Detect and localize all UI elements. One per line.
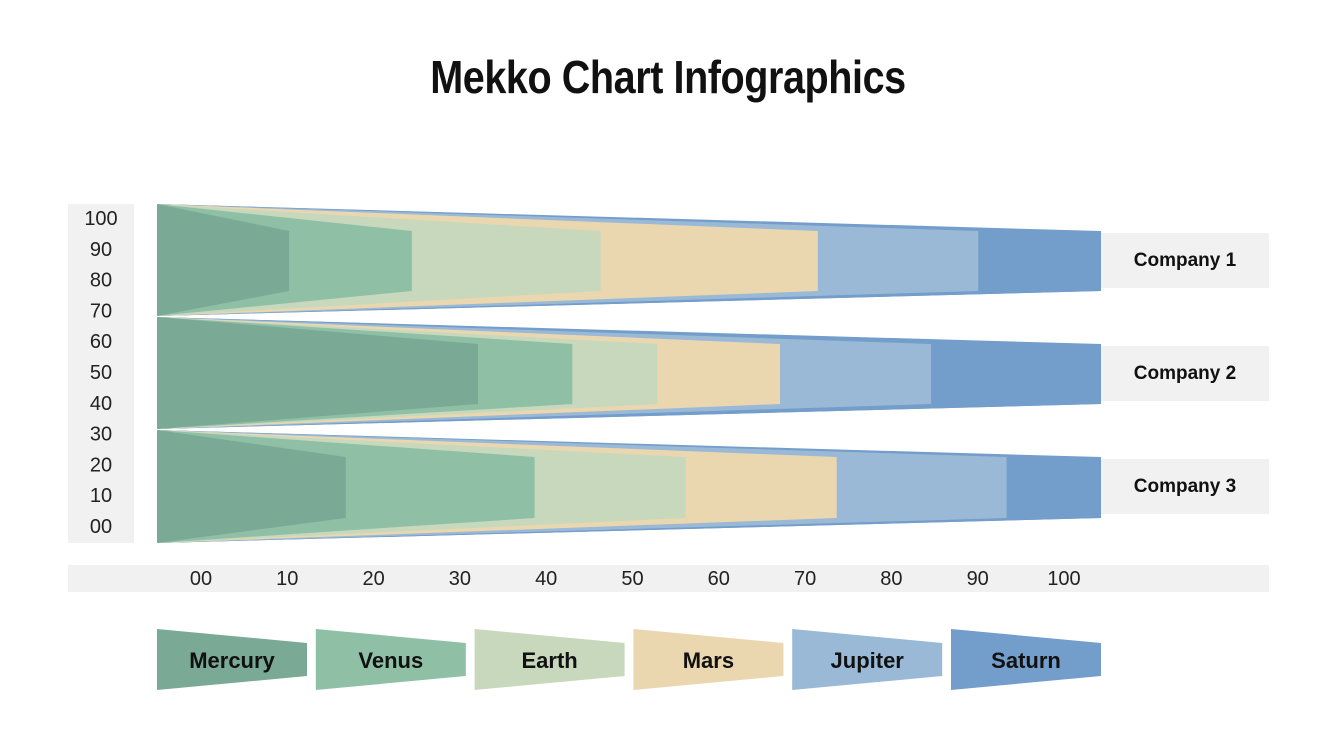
legend-swatch	[474, 629, 625, 690]
legend-item-mercury: Mercury	[157, 629, 307, 690]
x-tick-label: 50	[621, 568, 643, 590]
chart-title: Mekko Chart Infographics	[430, 51, 906, 103]
company-row-2: Company 2	[157, 317, 1269, 429]
legend-label: Venus	[358, 648, 423, 673]
y-tick-label: 30	[90, 424, 112, 446]
legend-item-earth: Earth	[474, 629, 625, 690]
company-label-box	[1101, 459, 1269, 514]
company-label-box	[1101, 233, 1269, 288]
y-axis-background	[68, 204, 134, 543]
y-tick-label: 100	[84, 208, 117, 230]
legend-swatch	[315, 629, 466, 690]
legend-swatch	[951, 629, 1101, 690]
y-tick-label: 60	[90, 331, 112, 353]
y-tick-label: 80	[90, 270, 112, 292]
legend-label: Earth	[521, 648, 577, 673]
x-tick-label: 80	[880, 568, 902, 590]
x-tick-label: 00	[190, 568, 212, 590]
company-row-3: Company 3	[157, 430, 1269, 543]
x-tick-label: 20	[362, 568, 384, 590]
legend-item-jupiter: Jupiter	[792, 629, 943, 690]
company-row-1: Company 1	[157, 204, 1269, 316]
y-tick-label: 50	[90, 362, 112, 384]
legend-label: Mercury	[189, 648, 275, 673]
legend-item-mars: Mars	[633, 629, 784, 690]
y-tick-label: 70	[90, 300, 112, 322]
legend-item-saturn: Saturn	[951, 629, 1101, 690]
x-tick-label: 60	[708, 568, 730, 590]
x-tick-label: 40	[535, 568, 557, 590]
legend-item-venus: Venus	[315, 629, 466, 690]
legend-swatch	[157, 629, 307, 690]
x-tick-label: 30	[449, 568, 471, 590]
y-tick-label: 10	[90, 485, 112, 507]
x-tick-label: 10	[276, 568, 298, 590]
bar-segment-mercury	[157, 204, 290, 316]
bar-segment-mercury	[157, 430, 346, 543]
legend-label: Jupiter	[831, 648, 905, 673]
company-label-box	[1101, 346, 1269, 401]
x-tick-label: 100	[1047, 568, 1080, 590]
y-tick-label: 90	[90, 239, 112, 261]
company-label: Company 2	[1134, 363, 1236, 384]
y-tick-label: 40	[90, 393, 112, 415]
y-tick-label: 20	[90, 454, 112, 476]
legend-swatch	[792, 629, 943, 690]
y-tick-label: 00	[90, 516, 112, 538]
company-label: Company 1	[1134, 250, 1237, 271]
x-axis-background	[68, 565, 1269, 592]
legend-label: Saturn	[991, 648, 1061, 673]
bar-segment-mercury	[157, 317, 478, 429]
legend-label: Mars	[683, 648, 734, 673]
legend-swatch	[633, 629, 784, 690]
x-tick-label: 70	[794, 568, 816, 590]
company-label: Company 3	[1134, 476, 1236, 497]
x-tick-label: 90	[967, 568, 989, 590]
